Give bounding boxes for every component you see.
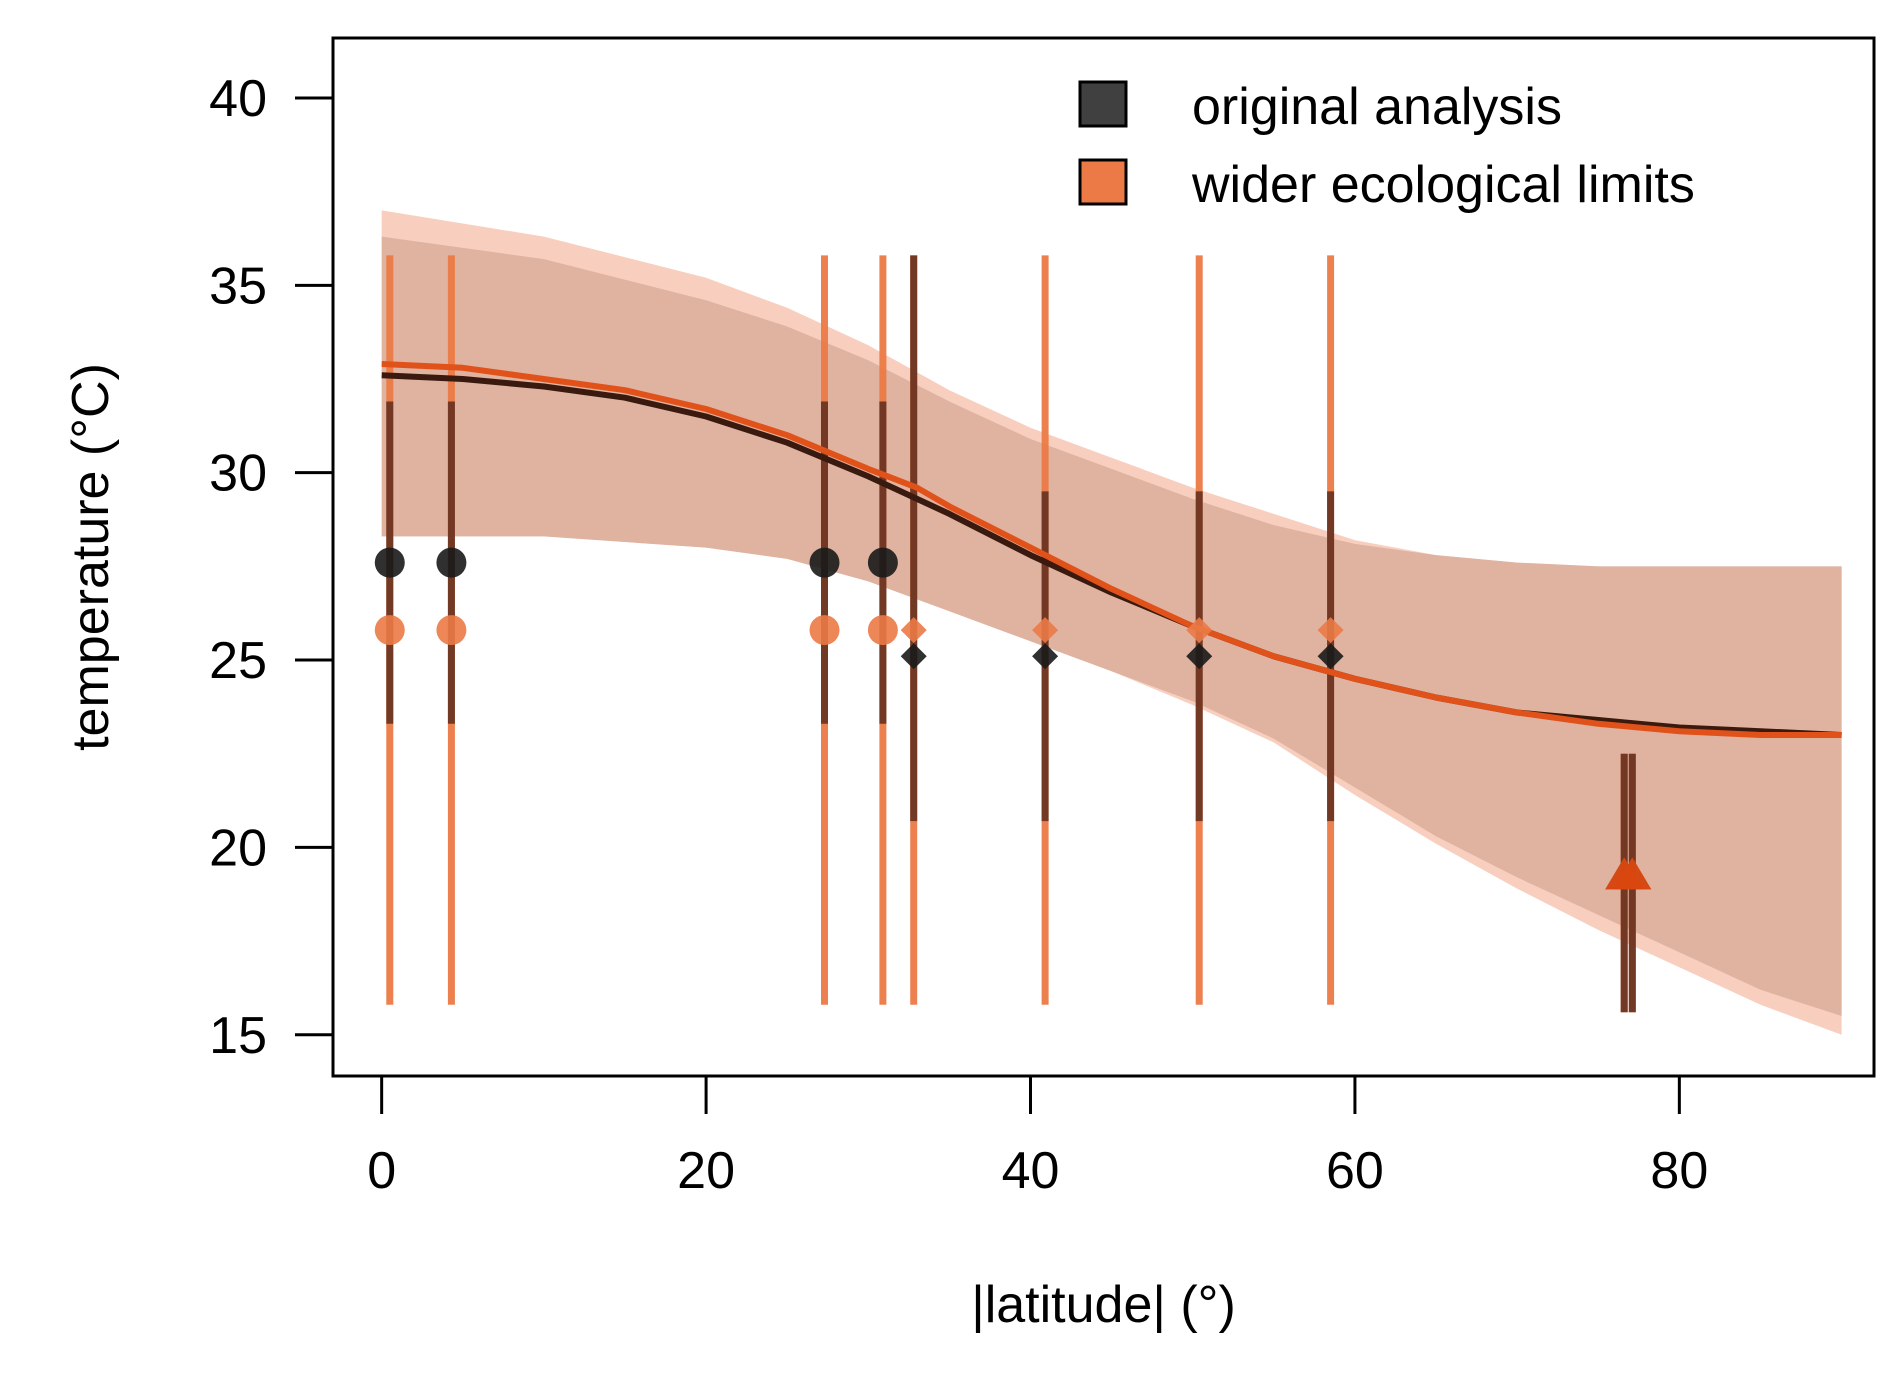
y-tick-label-15: 15 xyxy=(209,1007,267,1065)
point-wider-ecological-limits-9 xyxy=(1613,857,1652,890)
x-tick-label-60: 60 xyxy=(1326,1142,1384,1200)
legend: original analysis wider ecological limit… xyxy=(1078,78,1695,214)
point-original-analysis-5 xyxy=(1032,643,1059,670)
y-tick-label-40: 40 xyxy=(209,70,267,128)
fitted-curves xyxy=(381,361,1842,738)
point-original-analysis-6 xyxy=(1186,643,1213,670)
legend-label-wider-ecological-limits: wider ecological limits xyxy=(1191,156,1695,214)
x-axis-title: |latitude| (°) xyxy=(971,1276,1236,1334)
point-original-analysis-3 xyxy=(867,547,898,578)
point-original-analysis-7 xyxy=(1317,643,1344,670)
legend-swatch-wider-ecological-limits xyxy=(1078,158,1128,206)
point-original-analysis-0 xyxy=(374,547,405,578)
point-wider-ecological-limits-4 xyxy=(900,617,927,644)
y-axis: 15 20 25 30 35 40 xyxy=(209,70,335,1065)
x-tick-label-20: 20 xyxy=(677,1142,735,1200)
point-original-analysis-2 xyxy=(809,547,840,578)
point-wider-ecological-limits-6 xyxy=(1186,617,1213,644)
y-tick-label-30: 30 xyxy=(209,445,267,503)
point-wider-ecological-limits-7 xyxy=(1317,617,1344,644)
band-wider-ecological-limits xyxy=(381,210,1842,1035)
x-tick-label-80: 80 xyxy=(1650,1142,1708,1200)
x-axis: 0 20 40 60 80 xyxy=(367,1074,1708,1200)
legend-label-original-analysis: original analysis xyxy=(1192,78,1562,136)
point-wider-ecological-limits-3 xyxy=(867,615,898,646)
point-wider-ecological-limits-0 xyxy=(374,615,405,646)
legend-swatch-original-analysis xyxy=(1078,80,1128,128)
point-wider-ecological-limits-1 xyxy=(436,615,467,646)
point-original-analysis-4 xyxy=(900,643,927,670)
y-tick-label-35: 35 xyxy=(209,257,267,315)
point-original-analysis-1 xyxy=(436,547,467,578)
point-wider-ecological-limits-5 xyxy=(1032,617,1059,644)
x-tick-label-40: 40 xyxy=(1002,1142,1060,1200)
point-wider-ecological-limits-2 xyxy=(809,615,840,646)
data-points xyxy=(374,547,1652,890)
x-tick-label-0: 0 xyxy=(367,1142,396,1200)
curve-original-analysis xyxy=(381,372,1842,738)
y-tick-label-25: 25 xyxy=(209,632,267,690)
y-tick-label-20: 20 xyxy=(209,819,267,877)
y-axis-title: temperature (°C) xyxy=(62,363,120,751)
curve-wider-ecological-limits xyxy=(381,361,1842,738)
